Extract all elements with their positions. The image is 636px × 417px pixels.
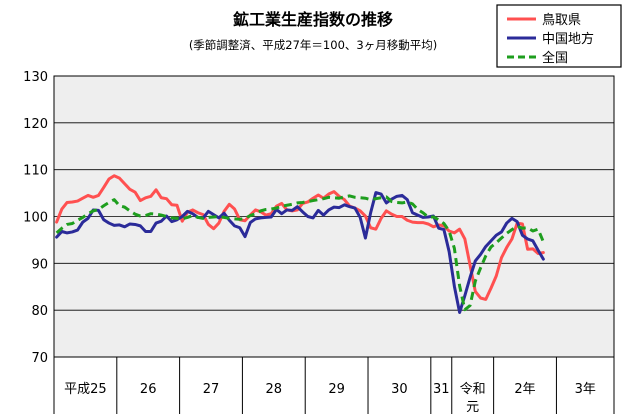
- x-period-label: 27: [203, 382, 220, 397]
- y-tick-label: 120: [23, 117, 48, 132]
- y-tick-label: 80: [31, 304, 48, 319]
- series-line-2: [55, 194, 545, 312]
- y-tick-label: 90: [31, 257, 48, 272]
- y-tick-label: 70: [31, 351, 48, 366]
- y-tick-label: 100: [23, 211, 48, 226]
- y-axis-ticks: 70 80 90 100 110 120 130: [23, 70, 48, 366]
- x-axis: 平成25 26 27 28 29 30 31 令和元 2年 3年: [53, 357, 615, 415]
- y-tick-label: 130: [23, 70, 48, 85]
- x-period-label: 3年: [575, 382, 596, 397]
- legend-box: [496, 4, 622, 68]
- series-lines: [55, 174, 545, 315]
- chart-title: 鉱工業生産指数の推移: [233, 10, 393, 29]
- x-period-label: 30: [391, 382, 408, 397]
- y-tick-label: 110: [23, 164, 48, 179]
- legend-label: 中国地方: [542, 31, 594, 47]
- x-period-label: 28: [266, 382, 283, 397]
- legend-label: 全国: [542, 50, 568, 66]
- x-period-label: 令和: [460, 382, 486, 397]
- x-period-label: 2年: [514, 382, 535, 397]
- x-period-label: 元: [466, 400, 479, 415]
- series-line-0: [55, 174, 545, 301]
- x-period-label: 29: [328, 382, 345, 397]
- chart-subtitle: (季節調整済、平成27年＝100、3ヶ月移動平均): [189, 38, 437, 52]
- x-period-label: 26: [140, 382, 157, 397]
- x-period-label: 平成25: [64, 382, 107, 397]
- x-period-label: 31: [433, 382, 450, 397]
- legend-label: 鳥取県: [542, 13, 581, 28]
